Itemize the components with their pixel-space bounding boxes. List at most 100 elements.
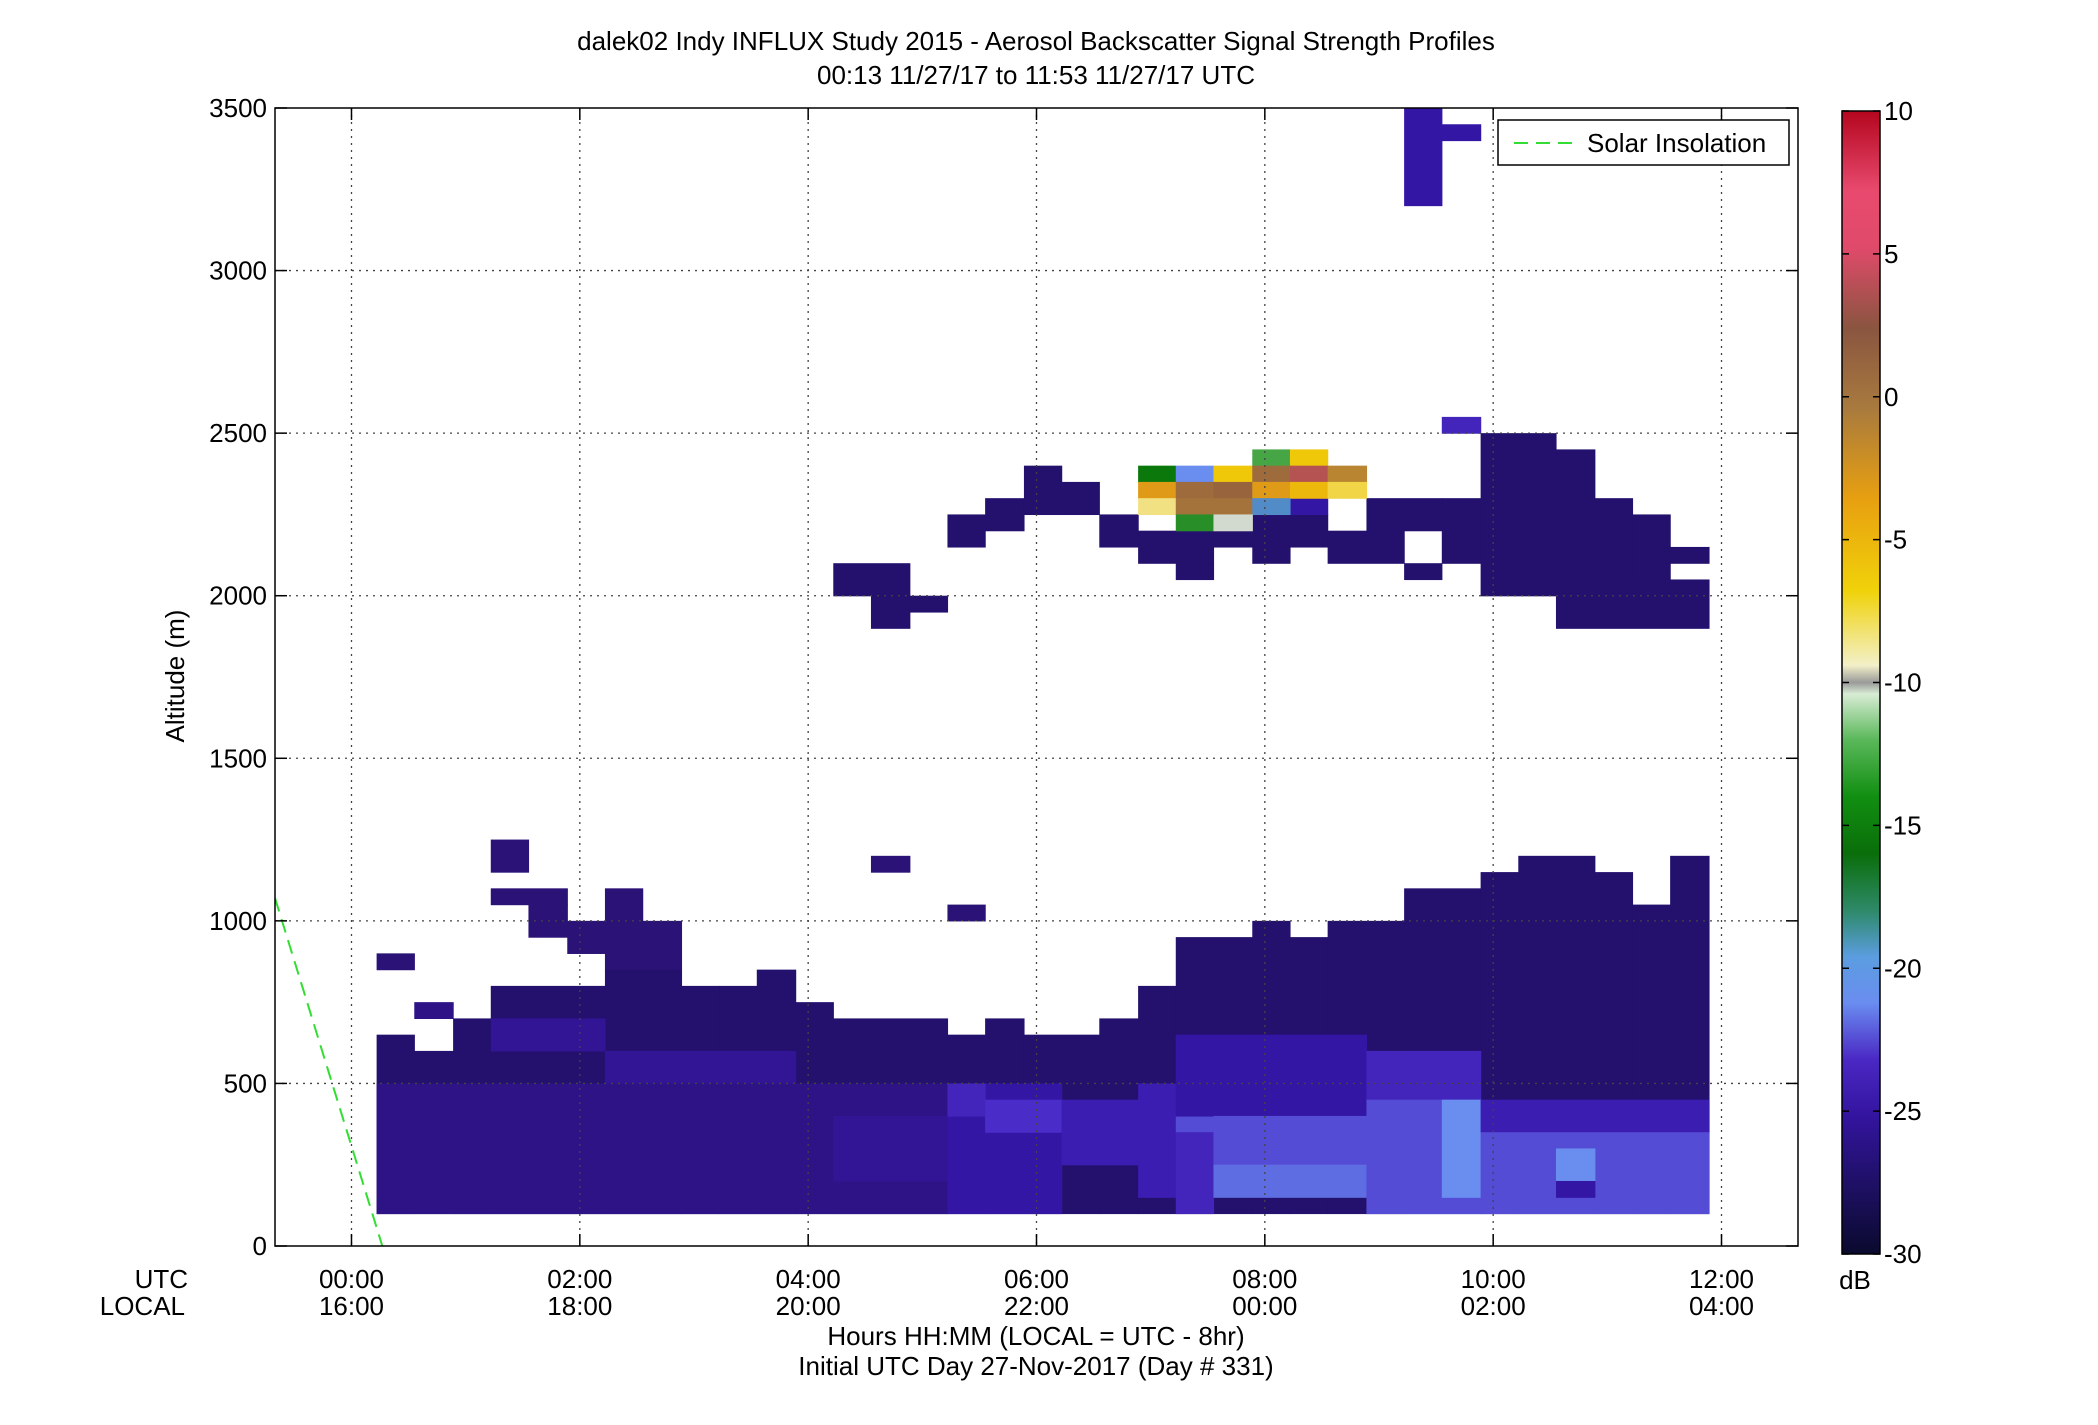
heatmap-cell-74 (1555, 449, 1596, 581)
heatmap-cell-36 (604, 1050, 797, 1085)
x-tick-label-local-1: 18:00 (547, 1291, 612, 1321)
x-tick-label-local-2: 20:00 (776, 1291, 841, 1321)
heatmap-cell-67 (1252, 546, 1291, 564)
heatmap-cell-80 (1404, 108, 1443, 207)
x-tick-label-utc-6: 12:00 (1689, 1264, 1754, 1294)
heatmap-cell-52 (1480, 1099, 1710, 1133)
y-tick-label-6: 3000 (209, 256, 267, 286)
heatmap-cell-3 (490, 888, 568, 906)
heatmap-cell-40 (947, 1083, 986, 1117)
x-tick-label-local-3: 22:00 (1004, 1291, 1069, 1321)
heatmap-cell-48 (1213, 1164, 1368, 1198)
heatmap-cell-43 (1138, 1083, 1177, 1198)
heatmap-cell-7 (604, 953, 683, 971)
y-tick-label-0: 0 (253, 1231, 267, 1261)
y-tick-label-2: 1000 (209, 906, 267, 936)
x-axis-label-date: Initial UTC Day 27-Nov-2017 (Day # 331) (798, 1351, 1273, 1381)
heatmap-cell-81 (1441, 124, 1482, 142)
solar-insolation-line (275, 897, 384, 1246)
x-tick-label-utc-1: 02:00 (547, 1264, 612, 1294)
x-tick-label-utc-0: 00:00 (319, 1264, 384, 1294)
heatmap-cell-73 (1480, 530, 1557, 597)
heatmap-cell-8 (870, 855, 911, 873)
heatmap-cell-99 (1252, 498, 1291, 516)
grid-lines (275, 108, 1798, 1246)
heatmap-cell-93 (1213, 481, 1253, 499)
heatmap-cell-68 (1327, 530, 1405, 564)
colorbar-tick-label-1: 5 (1884, 239, 1898, 269)
x-tick-label-local-4: 00:00 (1232, 1291, 1297, 1321)
heatmap-cell-87 (1289, 449, 1329, 467)
heatmap-cell-65 (1175, 563, 1215, 581)
x-tick-label-utc-4: 08:00 (1232, 1264, 1297, 1294)
heatmap-cell-96 (1327, 481, 1368, 499)
legend: Solar Insolation (1497, 119, 1790, 166)
heatmap-cell-38 (833, 1115, 949, 1182)
heatmap-cell-94 (1252, 481, 1291, 499)
colorbar-tick-label-3: -5 (1884, 525, 1907, 555)
heatmap-cell-98 (1175, 498, 1253, 516)
heatmap-cell-88 (1252, 465, 1291, 483)
heatmap-cell-95 (1289, 481, 1329, 499)
x-axis-label: Hours HH:MM (LOCAL = UTC - 8hr) (827, 1321, 1244, 1351)
heatmap-cell-60 (985, 498, 1025, 532)
heatmap-cell-86 (1252, 449, 1291, 467)
heatmap-cell-79 (1441, 416, 1482, 434)
heatmap-cell-46 (1175, 1034, 1368, 1117)
y-tick-label-1: 500 (224, 1068, 267, 1098)
x-row-label-local: LOCAL (100, 1291, 185, 1321)
x-tick-label-utc-5: 10:00 (1461, 1264, 1526, 1294)
y-axis-label: Altitude (m) (160, 610, 190, 743)
heatmap-cells (376, 108, 1710, 1215)
heatmap-cell-51 (1441, 1099, 1482, 1198)
heatmap-cell-63 (1099, 514, 1139, 548)
colorbar-tick-label-2: 0 (1884, 382, 1898, 412)
colorbar-ticks: 10 5 0 -5 -10 -15 -20 -25 -30 (1842, 96, 1922, 1269)
heatmap-cell-62 (1061, 481, 1100, 516)
x-tick-label-local-0: 16:00 (319, 1291, 384, 1321)
heatmap-cell-77 (1555, 579, 1710, 629)
heatmap-cell-92 (1175, 481, 1215, 499)
x-tick-label-utc-3: 06:00 (1004, 1264, 1069, 1294)
y-tick-label-3: 1500 (209, 743, 267, 773)
heatmap-cell-54 (1555, 1148, 1596, 1182)
heatmap-cell-5 (604, 888, 644, 922)
heatmap-cell-69 (1366, 498, 1443, 532)
heatmap-cell-97 (1138, 498, 1177, 516)
heatmap-cell-56 (833, 563, 911, 597)
heatmap-cell-83 (1138, 465, 1177, 483)
heatmap-cell-58 (909, 595, 949, 613)
colorbar-tick-label-5: -15 (1884, 810, 1922, 840)
heatmap-cell-47 (1213, 1115, 1368, 1166)
heatmap-cell-90 (1327, 465, 1368, 483)
colorbar-tick-label-6: -20 (1884, 953, 1922, 983)
heatmap-cell-41 (985, 1099, 1063, 1133)
heatmap-cell-100 (1175, 514, 1215, 532)
heatmap-cell-44 (1175, 1115, 1215, 1133)
heatmap-cell-72 (1480, 433, 1557, 532)
colorbar-unit: dB (1839, 1265, 1871, 1295)
heatmap-cell-84 (1175, 465, 1215, 483)
y-tick-label-5: 2500 (209, 418, 267, 448)
heatmap-cell-9 (947, 904, 986, 922)
heatmap-cell-85 (1213, 465, 1253, 483)
heatmap-cell-42 (1061, 1099, 1139, 1166)
axis-ticks (275, 107, 1798, 1247)
heatmap-cell-1 (414, 1002, 454, 1019)
colorbar-tick-label-8: -30 (1884, 1239, 1922, 1269)
heatmap-cell-55 (1555, 1180, 1596, 1198)
chart-subtitle: 00:13 11/27/17 to 11:53 11/27/17 UTC (817, 60, 1255, 90)
x-tick-label-utc-2: 04:00 (776, 1264, 841, 1294)
colorbar-tick-label-7: -25 (1884, 1096, 1922, 1126)
x-tick-labels: 00:0016:0002:0018:0004:0020:0006:0022:00… (319, 1264, 1754, 1321)
heatmap-cell-78 (1670, 546, 1710, 564)
heatmap-cell-101 (1213, 514, 1253, 532)
heatmap-cell-75 (1594, 498, 1634, 581)
colorbar-tick-label-0: 10 (1884, 96, 1913, 126)
x-tick-label-local-5: 02:00 (1461, 1291, 1526, 1321)
heatmap-cell-35 (490, 1018, 606, 1052)
heatmap-cell-70 (1404, 563, 1443, 581)
y-tick-labels: 0 500 1000 1500 2000 2500 3000 3500 (209, 93, 267, 1261)
colorbar: 10 5 0 -5 -10 -15 -20 -25 -30 dB (1839, 96, 1921, 1295)
x-row-label-utc: UTC (135, 1264, 188, 1294)
